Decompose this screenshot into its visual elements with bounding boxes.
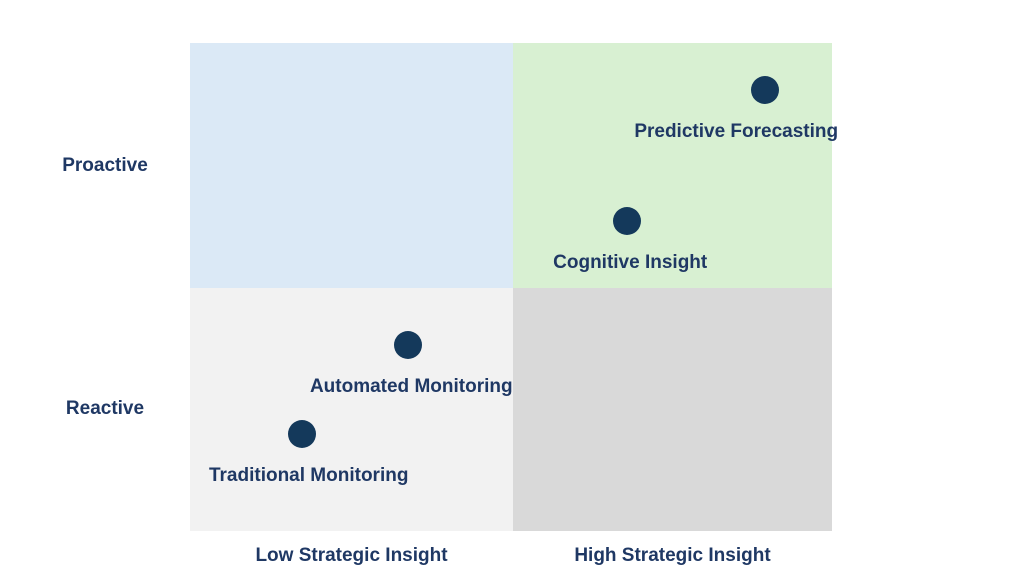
quadrant-top-right [512, 43, 832, 288]
data-point [394, 331, 423, 360]
quadrant-bottom-left [190, 287, 513, 531]
data-point [287, 419, 316, 448]
x-axis-label-high: High Strategic Insight [574, 545, 771, 566]
data-point [751, 75, 780, 104]
x-axis-label-low: Low Strategic Insight [255, 545, 448, 566]
quadrant-bottom-right [512, 287, 832, 531]
data-point-label: Automated Monitoring [309, 376, 513, 398]
quadrant-top-left [190, 43, 513, 288]
data-point [613, 207, 642, 236]
data-point-label: Cognitive Insight [553, 252, 708, 274]
data-point-label: Predictive Forecasting [634, 120, 839, 142]
data-point-label: Traditional Monitoring [208, 464, 409, 486]
y-axis-label-reactive: Reactive [65, 398, 145, 419]
plot-area: Predictive Forecasting Cognitive Insight A… [190, 43, 838, 531]
y-axis-label-proactive: Proactive [62, 155, 148, 176]
